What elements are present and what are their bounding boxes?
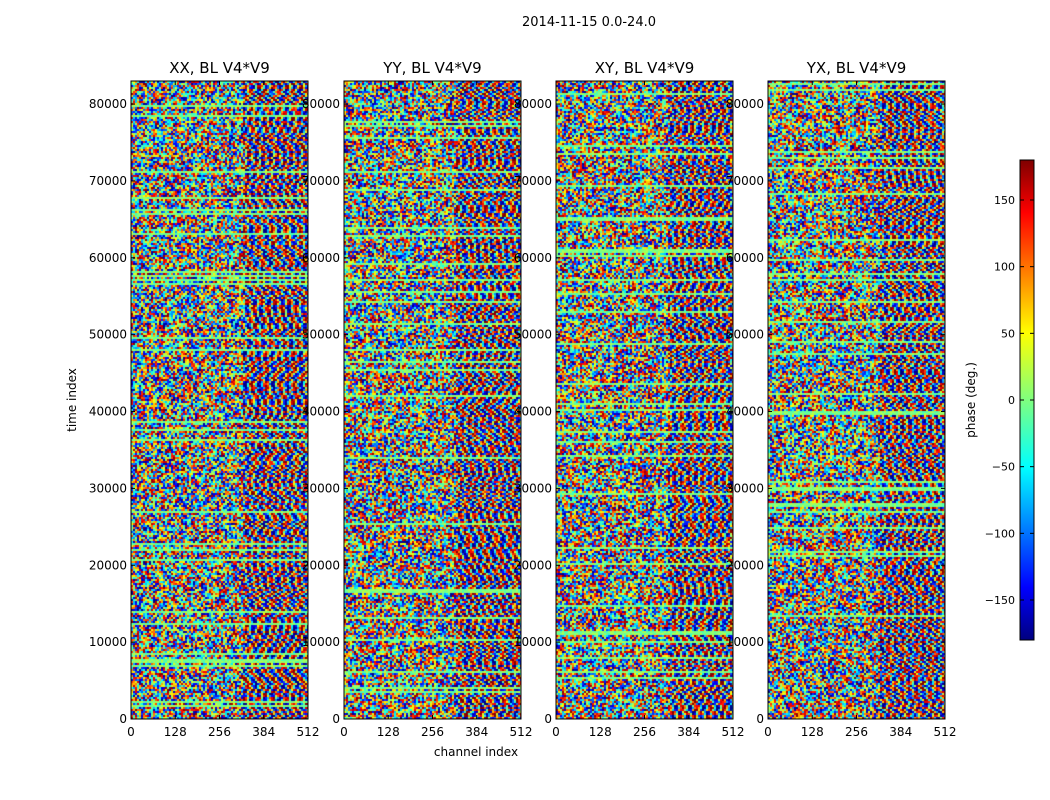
colorbar-tick-label: −50 — [992, 461, 1015, 474]
panel-2: XY, BL V4*V9 0 128 256 384 512 0 10000 20000 3000… — [514, 59, 745, 739]
x-tick-label: 256 — [421, 725, 444, 739]
y-tick-label: 40000 — [302, 405, 340, 419]
y-axis-label: time index — [65, 368, 79, 432]
x-tick-label: 512 — [722, 725, 745, 739]
panel-title: YX, BL V4*V9 — [806, 59, 907, 77]
heatmap-image — [556, 81, 733, 719]
y-tick-label: 40000 — [89, 405, 127, 419]
y-tick-label: 80000 — [89, 97, 127, 111]
y-tick-label: 70000 — [514, 174, 552, 188]
y-tick-label: 30000 — [89, 481, 127, 495]
x-tick-label: 384 — [252, 725, 275, 739]
y-tick-label: 30000 — [726, 481, 764, 495]
y-tick-label: 40000 — [514, 405, 552, 419]
panels: XX, BL V4*V9 0 128 256 384 512 0 10000 20000 3000… — [89, 59, 957, 739]
y-tick-label: 10000 — [514, 635, 552, 649]
heatmap-image — [131, 81, 308, 719]
y-tick-label: 0 — [544, 712, 552, 726]
panel-1: YY, BL V4*V9 0 128 256 384 512 0 10000 20000 3000… — [302, 59, 533, 739]
y-tick-label: 60000 — [514, 251, 552, 265]
colorbar-label: phase (deg.) — [964, 362, 978, 438]
y-tick-label: 50000 — [302, 328, 340, 342]
y-tick-label: 0 — [756, 712, 764, 726]
y-tick-label: 50000 — [514, 328, 552, 342]
x-tick-label: 0 — [552, 725, 560, 739]
x-tick-label: 0 — [764, 725, 772, 739]
y-tick-label: 80000 — [514, 97, 552, 111]
y-tick-label: 70000 — [302, 174, 340, 188]
colorbar: 150 100 50 0 −50 −100 −150 — [985, 159, 1035, 641]
colorbar-tick-label: 150 — [994, 194, 1015, 207]
panel-title: XX, BL V4*V9 — [169, 59, 270, 77]
panel-title: XY, BL V4*V9 — [595, 59, 695, 77]
colorbar-tick-label: 100 — [994, 261, 1015, 274]
y-tick-label: 30000 — [514, 481, 552, 495]
y-tick-label: 0 — [332, 712, 340, 726]
x-tick-label: 128 — [164, 725, 187, 739]
y-tick-label: 60000 — [89, 251, 127, 265]
colorbar-tick-label: −100 — [985, 527, 1015, 540]
panel-3: YX, BL V4*V9 0 128 256 384 512 0 10000 20000 3000… — [726, 59, 957, 739]
y-tick-label: 20000 — [726, 558, 764, 572]
x-tick-label: 128 — [801, 725, 824, 739]
y-tick-label: 40000 — [726, 405, 764, 419]
y-tick-label: 0 — [119, 712, 127, 726]
x-tick-label: 0 — [340, 725, 348, 739]
heatmap-image — [768, 81, 945, 719]
y-tick-label: 60000 — [302, 251, 340, 265]
panel-title: YY, BL V4*V9 — [382, 59, 481, 77]
x-tick-label: 0 — [127, 725, 135, 739]
x-tick-label: 256 — [633, 725, 656, 739]
y-tick-label: 20000 — [514, 558, 552, 572]
x-tick-label: 128 — [589, 725, 612, 739]
x-tick-label: 384 — [465, 725, 488, 739]
y-tick-label: 10000 — [89, 635, 127, 649]
heatmap-image — [344, 81, 521, 719]
colorbar-tick-label: −150 — [985, 594, 1015, 607]
x-tick-label: 256 — [208, 725, 231, 739]
y-tick-label: 10000 — [726, 635, 764, 649]
y-tick-label: 20000 — [302, 558, 340, 572]
x-tick-label: 512 — [934, 725, 957, 739]
colorbar-tick-label: 0 — [1008, 394, 1015, 407]
x-tick-label: 384 — [889, 725, 912, 739]
y-tick-label: 50000 — [89, 328, 127, 342]
x-tick-label: 384 — [677, 725, 700, 739]
colorbar-tick-label: 50 — [1001, 327, 1015, 340]
y-tick-label: 30000 — [302, 481, 340, 495]
y-tick-label: 60000 — [726, 251, 764, 265]
x-axis-label: channel index — [434, 745, 518, 759]
figure-title: 2014-11-15 0.0-24.0 — [522, 15, 656, 30]
x-tick-label: 128 — [377, 725, 400, 739]
x-tick-label: 256 — [845, 725, 868, 739]
y-tick-label: 80000 — [726, 97, 764, 111]
y-tick-label: 70000 — [726, 174, 764, 188]
y-tick-label: 10000 — [302, 635, 340, 649]
y-tick-label: 70000 — [89, 174, 127, 188]
panel-0: XX, BL V4*V9 0 128 256 384 512 0 10000 20000 3000… — [89, 59, 320, 739]
x-tick-label: 512 — [510, 725, 533, 739]
y-tick-label: 80000 — [302, 97, 340, 111]
x-tick-label: 512 — [297, 725, 320, 739]
y-tick-label: 50000 — [726, 328, 764, 342]
y-tick-label: 20000 — [89, 558, 127, 572]
